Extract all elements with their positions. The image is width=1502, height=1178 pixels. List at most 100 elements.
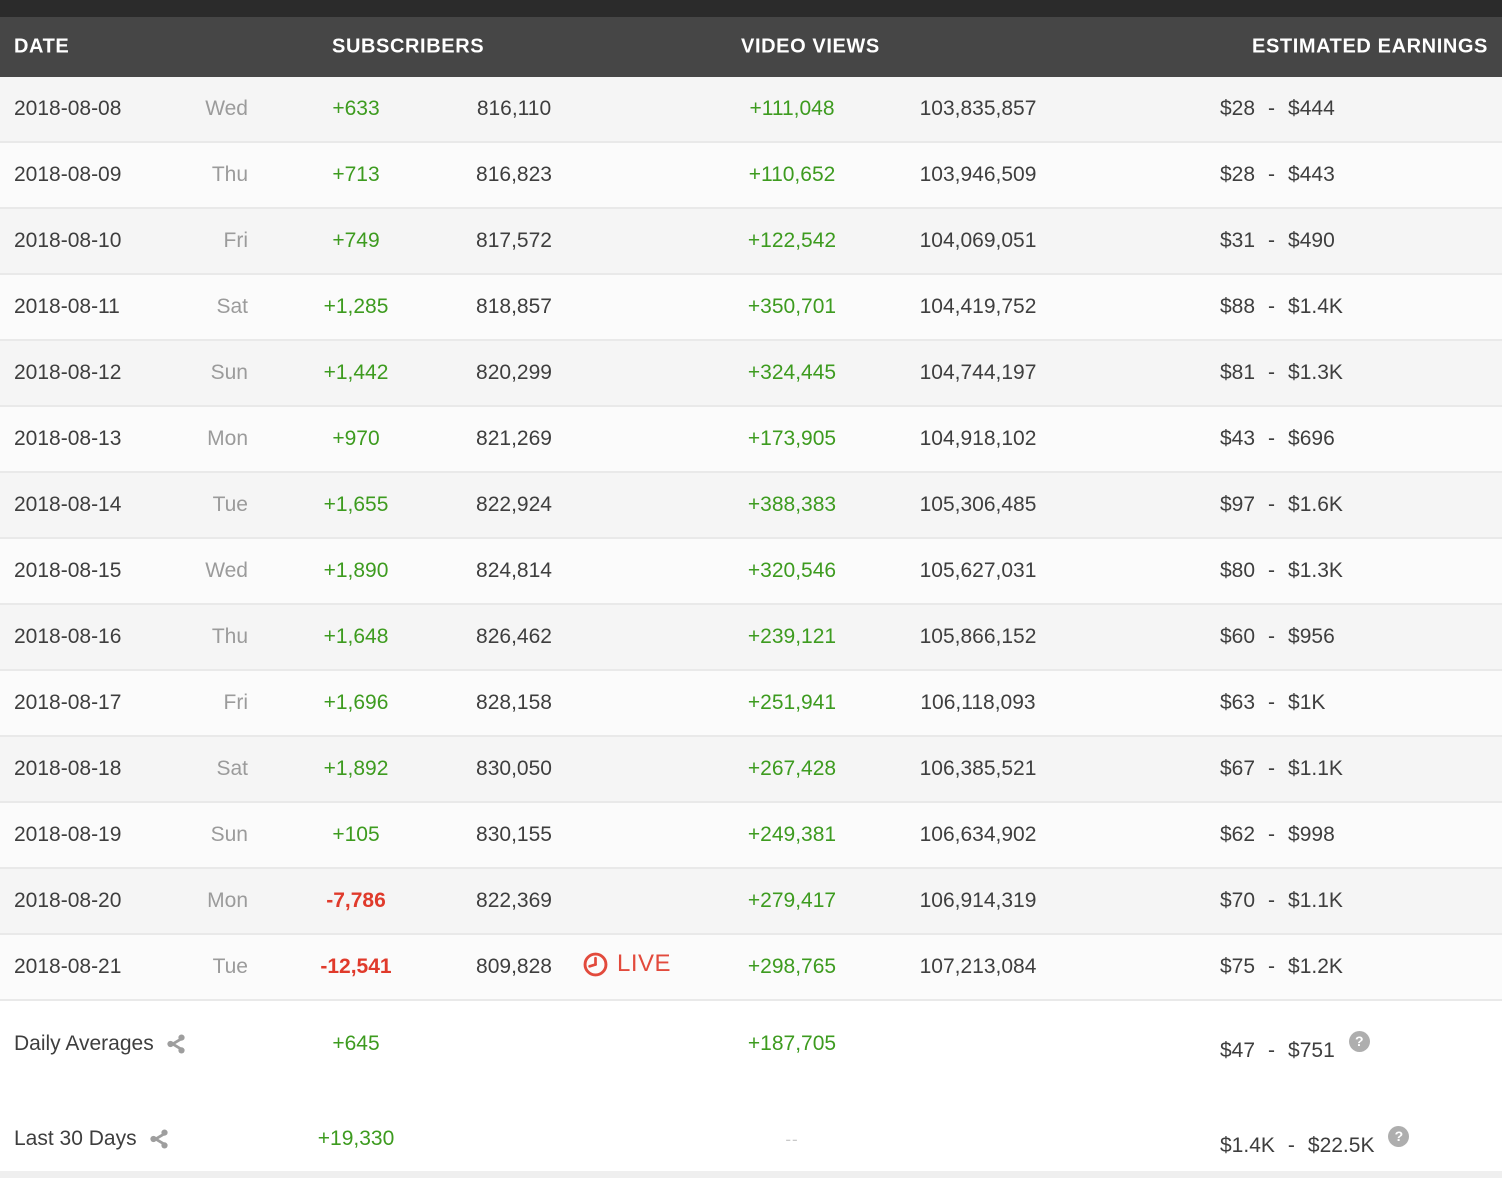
earnings-dash: - [1268,955,1276,978]
live-indicator[interactable]: LIVE [582,950,671,978]
subscriber-total-value: 821,269 [476,427,552,450]
earnings-dash: - [1268,559,1276,582]
help-icon[interactable]: ? [1388,1126,1410,1147]
day-value: Wed [205,97,248,120]
subscriber-total-cell: 822,924 [464,493,564,517]
earnings-cell: $70- $1.1K [1076,889,1502,913]
summary-views-change-value: +187,705 [747,1032,837,1055]
views-change-cell: +122,542 [704,229,880,253]
earnings-high-value: $444 [1288,97,1335,120]
views-change-value: +111,048 [749,97,835,120]
earnings-dash: - [1268,229,1276,252]
views-total-value: 104,918,102 [919,427,1037,450]
earnings-dash: - [1268,427,1276,450]
day-cell: Mon [180,889,248,913]
live-label: LIVE [617,950,672,978]
earnings-low-value: $31 [1220,229,1256,252]
earnings-cell: $28- $443 [1076,163,1502,187]
day-value: Mon [207,889,248,912]
subscriber-change-value: -12,541 [320,955,392,978]
column-header-video-views: VIDEO VIEWS [741,35,880,58]
table-row: 2018-08-19 Sun +105 830,155 +249,381 106… [0,803,1502,869]
views-change-value: +350,701 [747,295,837,318]
views-change-value: +279,417 [747,889,837,912]
date-value: 2018-08-17 [14,691,122,714]
earnings-cell: $75- $1.2K [1076,955,1502,979]
subscriber-total-cell: 809,828 [464,955,564,979]
views-change-cell: +320,546 [704,559,880,583]
earnings-dash: - [1268,691,1276,714]
subscriber-change-cell: +1,696 [248,691,464,715]
subscriber-change-cell: +1,892 [248,757,464,781]
earnings-cell: $81- $1.3K [1076,361,1502,385]
table-row: 2018-08-13 Mon +970 821,269 +173,905 104… [0,407,1502,473]
date-value: 2018-08-19 [14,823,122,846]
views-change-cell: +388,383 [704,493,880,517]
help-icon[interactable]: ? [1348,1031,1370,1052]
views-total-value: 107,213,084 [919,955,1037,978]
earnings-cell: $80- $1.3K [1076,559,1502,583]
share-icon[interactable] [148,1128,170,1150]
views-total-value: 106,634,902 [919,823,1037,846]
live-cell: LIVE [564,950,704,984]
earnings-dash: - [1268,361,1276,384]
subscriber-total-cell: 830,050 [464,757,564,781]
views-total-cell: 107,213,084 [880,955,1076,979]
views-change-cell: +350,701 [704,295,880,319]
day-value: Wed [205,559,248,582]
views-change-cell: +249,381 [704,823,880,847]
views-change-cell: +324,445 [704,361,880,385]
summary-earnings-cell: $1.4K - $22.5K? [1076,1126,1502,1158]
table-row: 2018-08-21 Tue -12,541 809,828 LIVE +298… [0,935,1502,1001]
earnings-cell: $43- $696 [1076,427,1502,451]
date-cell: 2018-08-08 [0,97,180,121]
earnings-low-value: $67 [1220,757,1256,780]
earnings-cell: $28- $444 [1076,97,1502,121]
subscriber-total-value: 824,814 [476,559,552,582]
views-change-value: +298,765 [747,955,837,978]
share-icon[interactable] [165,1033,187,1055]
earnings-high-value: $696 [1288,427,1335,450]
date-value: 2018-08-21 [14,955,122,978]
day-value: Sat [216,295,248,318]
summary-earnings-high-value: $22.5K [1307,1134,1375,1157]
table-row: 2018-08-08 Wed +633 816,110 +111,048 103… [0,77,1502,143]
date-value: 2018-08-16 [14,625,122,648]
summary-subscriber-change-cell: +645 [248,1032,464,1056]
summary-earnings-high-value: $751 [1288,1039,1335,1062]
day-value: Mon [207,427,248,450]
date-value: 2018-08-18 [14,757,122,780]
earnings-high-value: $1.3K [1288,361,1343,384]
subscriber-change-cell: +749 [248,229,464,253]
views-total-cell: 103,835,857 [880,97,1076,121]
views-total-value: 104,744,197 [919,361,1037,384]
day-cell: Sun [180,361,248,385]
subscriber-change-cell: +1,442 [248,361,464,385]
day-value: Thu [211,625,248,648]
date-cell: 2018-08-10 [0,229,180,253]
earnings-high-value: $1.4K [1288,295,1343,318]
date-cell: 2018-08-11 [0,295,180,319]
column-header-subscribers: SUBSCRIBERS [332,35,485,58]
earnings-high-value: $1K [1288,691,1326,714]
earnings-cell: $88- $1.4K [1076,295,1502,319]
views-total-value: 106,385,521 [919,757,1037,780]
subscriber-change-value: -7,786 [326,889,386,912]
views-total-cell: 106,634,902 [880,823,1076,847]
day-cell: Sat [180,295,248,319]
subscriber-change-cell: -12,541 [248,955,464,979]
summary-views-change-value: -- [785,1130,799,1149]
summary-earnings-low-value: $47 [1220,1039,1256,1062]
views-total-cell: 104,744,197 [880,361,1076,385]
subscriber-change-cell: +1,285 [248,295,464,319]
earnings-high-value: $1.6K [1288,493,1343,516]
subscriber-change-cell: +713 [248,163,464,187]
summary-label: Last 30 Days [14,1127,137,1150]
views-change-cell: +239,121 [704,625,880,649]
subscriber-total-cell: 816,823 [464,163,564,187]
day-value: Fri [223,691,249,714]
day-cell: Sun [180,823,248,847]
earnings-low-value: $62 [1220,823,1256,846]
subscriber-change-value: +1,696 [323,691,389,714]
views-change-value: +110,652 [748,163,836,186]
